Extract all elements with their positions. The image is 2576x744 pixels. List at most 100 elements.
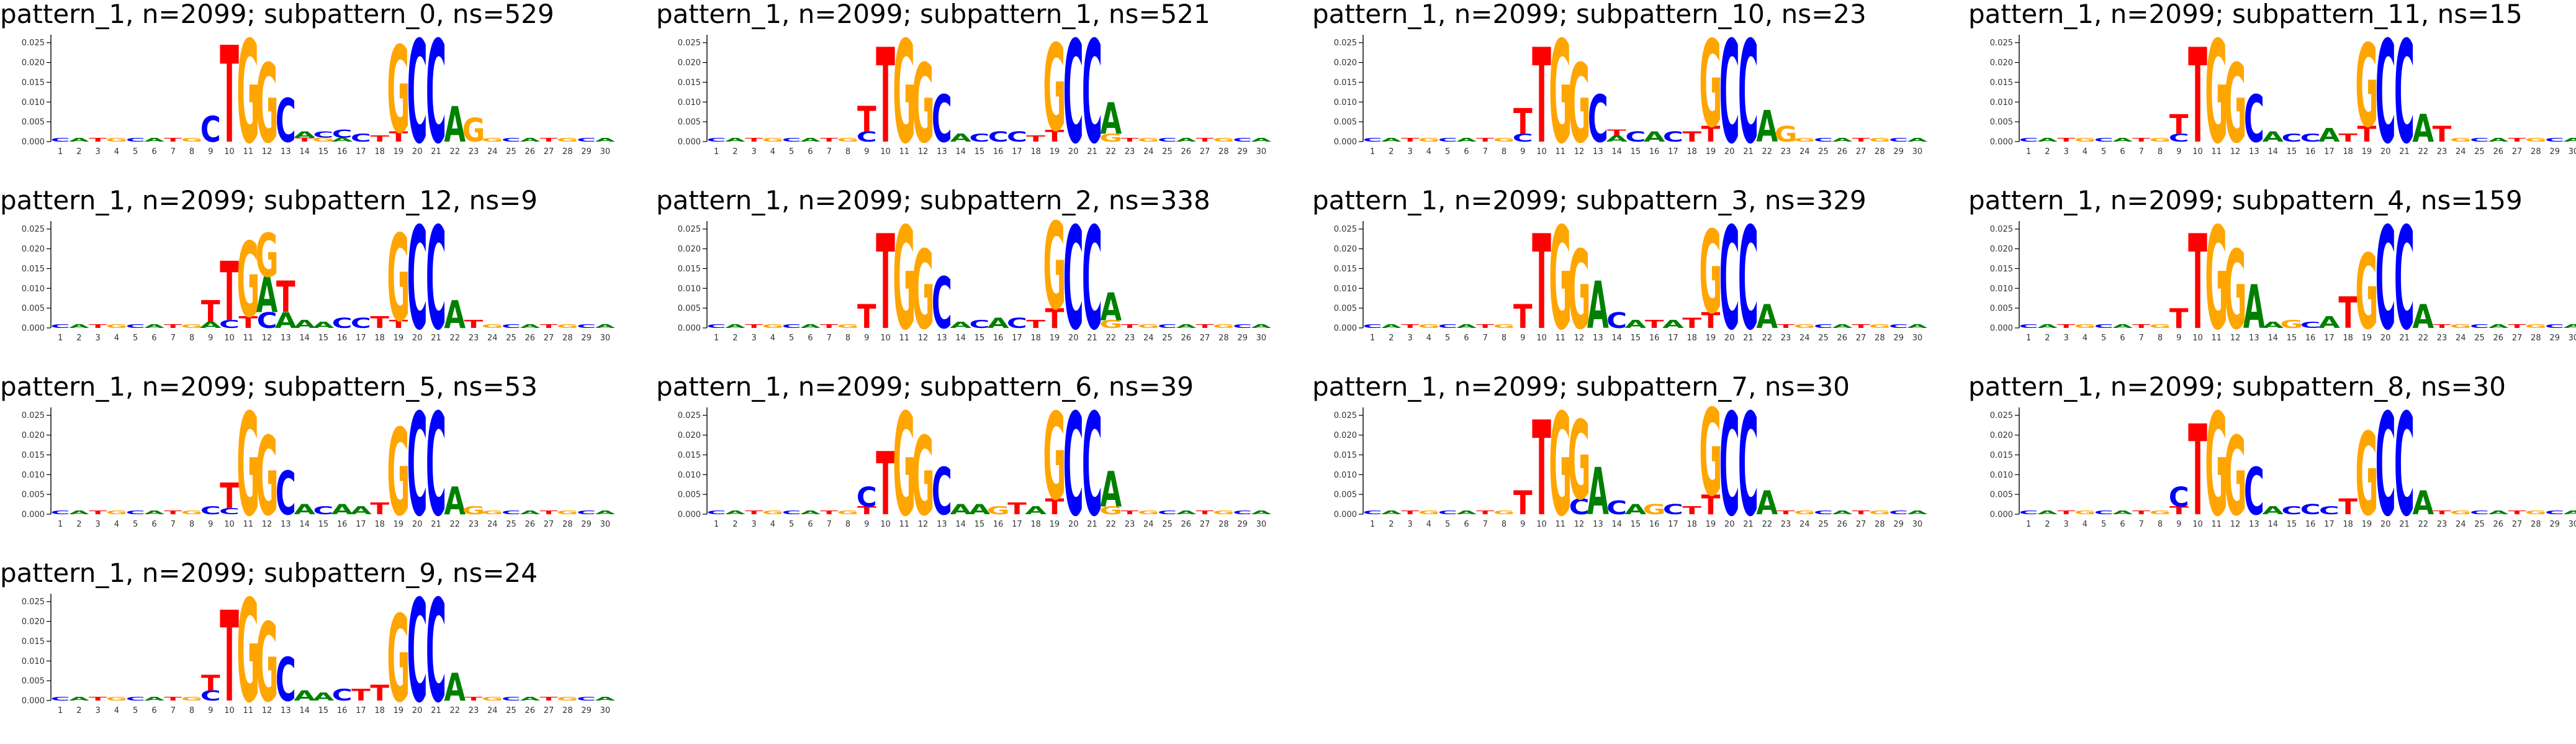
- logo-letter-C: C: [1889, 324, 1908, 329]
- y-tick-label: 0.015: [1334, 451, 1357, 460]
- logo-letter-G: G: [236, 590, 259, 717]
- logo-letter-C: C: [707, 324, 726, 329]
- logo-letter-C: C: [2019, 137, 2038, 143]
- x-tick-label: 4: [1426, 147, 1431, 157]
- logo-letter-C: C: [407, 217, 428, 345]
- logo-letter-T: T: [1196, 510, 1214, 515]
- logo-letter-G: G: [256, 601, 279, 717]
- x-tick-label: 8: [189, 147, 194, 157]
- logo-letter-T: T: [370, 134, 389, 143]
- logo-letter-G: G: [893, 31, 916, 158]
- logo-letter-G: G: [236, 31, 259, 158]
- logo-letter-A: A: [444, 665, 466, 710]
- logo-letter-G: G: [236, 404, 259, 531]
- logo-letter-G: G: [1549, 31, 1572, 158]
- x-tick-label: 19: [394, 706, 404, 715]
- x-tick-label: 27: [544, 706, 554, 715]
- logo-letter-C: C: [2319, 504, 2340, 517]
- x-tick-label: 9: [208, 706, 213, 715]
- x-tick-label: 21: [2399, 147, 2410, 157]
- x-tick-label: 19: [2362, 147, 2372, 157]
- logo-letter-G: G: [1568, 42, 1591, 158]
- x-tick-label: 29: [1893, 333, 1904, 343]
- logo-letter-A: A: [595, 510, 615, 515]
- logo-letter-T: T: [1026, 134, 1045, 143]
- x-tick-label: 15: [1631, 147, 1641, 157]
- y-tick-label: 0.010: [1334, 471, 1357, 480]
- x-tick-label: 18: [2343, 333, 2353, 343]
- x-tick-label: 5: [2101, 333, 2106, 343]
- x-tick-label: 13: [937, 520, 947, 529]
- x-tick-label: 18: [1030, 147, 1041, 157]
- x-tick-label: 11: [899, 520, 910, 529]
- y-tick-label: 0.025: [1334, 411, 1357, 420]
- logo-letter-A: A: [144, 696, 164, 702]
- logo-letter-A: A: [1907, 137, 1927, 143]
- logo-letter-A: A: [1587, 455, 1609, 530]
- logo-letter-A: A: [1832, 510, 1852, 515]
- x-tick-label: 19: [394, 147, 404, 157]
- y-tick-label: 0.025: [22, 597, 45, 607]
- logo-letter-A: A: [1456, 324, 1477, 329]
- logo-grid: pattern_1, n=2099; subpattern_0, ns=529 …: [0, 0, 2576, 717]
- logo-letter-C: C: [1233, 324, 1252, 329]
- logo-letter-C: C: [2545, 510, 2564, 515]
- logo-letter-T: T: [857, 100, 876, 140]
- x-tick-label: 8: [189, 333, 194, 343]
- x-tick-label: 22: [2418, 333, 2428, 343]
- x-tick-label: 21: [1743, 333, 1754, 343]
- x-tick-label: 8: [189, 706, 194, 715]
- logo-letter-C: C: [1363, 510, 1382, 515]
- x-tick-label: 19: [394, 520, 404, 529]
- y-tick-label: 0.000: [22, 138, 45, 147]
- x-tick-label: 6: [1464, 147, 1469, 157]
- y-tick-label: 0.005: [22, 304, 45, 314]
- x-tick-label: 3: [2064, 333, 2069, 343]
- x-tick-label: 25: [1818, 520, 1829, 529]
- x-tick-label: 17: [1668, 147, 1678, 157]
- logo-letter-C: C: [2394, 404, 2415, 531]
- x-tick-label: 14: [299, 333, 310, 343]
- x-tick-label: 23: [469, 333, 479, 343]
- logo-letter-G: G: [1794, 137, 1816, 143]
- logo-letter-T: T: [820, 510, 838, 515]
- x-tick-label: 20: [412, 520, 423, 529]
- logo-letter-G: G: [1043, 404, 1066, 527]
- logo-letter-C: C: [1233, 510, 1252, 515]
- logo-letter-T: T: [238, 313, 258, 332]
- x-tick-label: 11: [899, 333, 910, 343]
- logo-letter-G: G: [2450, 324, 2472, 329]
- logo-letter-C: C: [426, 31, 446, 158]
- logo-letter-A: A: [2563, 510, 2576, 515]
- y-tick-label: 0.025: [1334, 39, 1357, 48]
- logo-letter-T: T: [857, 504, 877, 517]
- logo-letter-C: C: [2376, 404, 2396, 531]
- logo-letter-G: G: [2074, 324, 2096, 329]
- x-tick-label: 9: [208, 520, 213, 529]
- x-tick-label: 29: [581, 706, 592, 715]
- logo-letter-C: C: [407, 590, 428, 717]
- x-tick-label: 11: [1556, 520, 1566, 529]
- y-tick-label: 0.025: [22, 39, 45, 48]
- logo-letter-A: A: [256, 268, 278, 324]
- x-tick-label: 3: [752, 520, 757, 529]
- x-tick-label: 15: [318, 706, 329, 715]
- logo-letter-A: A: [950, 502, 972, 517]
- logo-letter-A: A: [1251, 324, 1271, 329]
- logo-letter-G: G: [181, 137, 203, 143]
- logo-letter-T: T: [370, 499, 389, 519]
- logo-letter-T: T: [1401, 324, 1419, 329]
- x-tick-label: 26: [525, 147, 536, 157]
- logo-letter-A: A: [2412, 484, 2434, 522]
- x-tick-label: 23: [1781, 147, 1791, 157]
- logo-letter-G: G: [2525, 324, 2547, 329]
- logo-letter-G: G: [893, 217, 916, 345]
- y-tick-label: 0.005: [678, 304, 701, 314]
- logo-letter-C: C: [1738, 31, 1759, 158]
- logo-letter-C: C: [1588, 82, 1608, 158]
- x-tick-label: 30: [2569, 520, 2576, 529]
- y-tick-label: 0.010: [22, 657, 45, 666]
- x-tick-label: 20: [2380, 520, 2391, 529]
- logo-letter-C: C: [1814, 137, 1833, 143]
